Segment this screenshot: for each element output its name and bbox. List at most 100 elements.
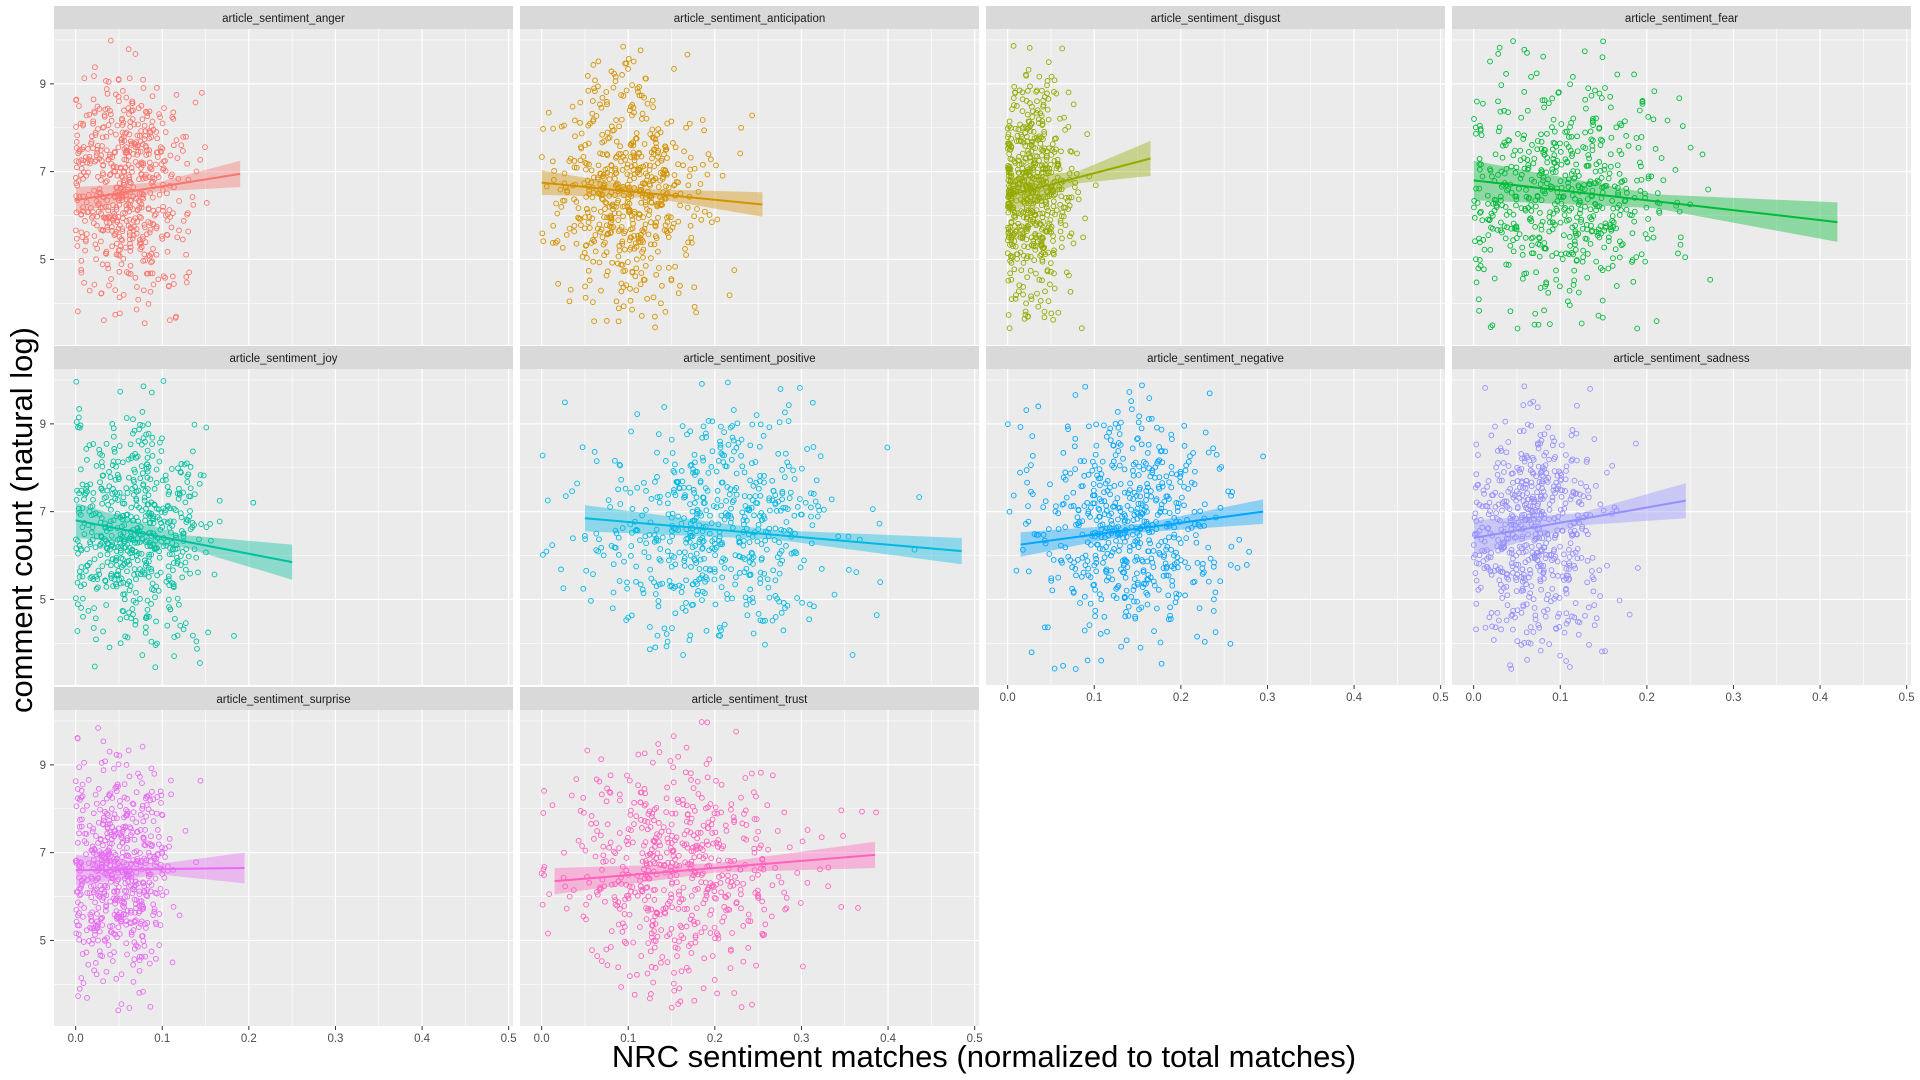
- scatter-point: [115, 197, 122, 204]
- scatter-point: [627, 234, 634, 241]
- scatter-point: [1053, 90, 1060, 97]
- scatter-point: [82, 247, 88, 254]
- scatter-point: [118, 185, 124, 192]
- scatter-point: [112, 194, 118, 201]
- scatter-point: [91, 187, 97, 194]
- scatter-point: [78, 229, 85, 236]
- scatter-point: [1057, 228, 1064, 235]
- scatter-point: [613, 298, 620, 305]
- scatter-point: [559, 244, 566, 251]
- scatter-point: [1036, 157, 1042, 164]
- scatter-point: [627, 154, 634, 160]
- scatter-point: [142, 142, 149, 149]
- scatter-point: [1038, 198, 1045, 204]
- scatter-point: [123, 94, 130, 101]
- scatter-point: [599, 234, 606, 241]
- scatter-point: [1051, 149, 1058, 155]
- scatter-point: [1014, 184, 1021, 191]
- scatter-point: [687, 222, 694, 229]
- scatter-point: [1033, 222, 1039, 229]
- scatter-point: [1032, 212, 1039, 219]
- scatter-point: [1019, 165, 1026, 171]
- scatter-point: [104, 197, 110, 204]
- scatter-point: [633, 135, 640, 142]
- scatter-point: [1044, 106, 1051, 113]
- scatter-point: [104, 224, 111, 231]
- scatter-point: [167, 152, 174, 159]
- scatter-point: [91, 233, 98, 239]
- scatter-point: [116, 294, 123, 301]
- scatter-point: [647, 131, 654, 137]
- scatter-point: [665, 184, 672, 191]
- scatter-point: [136, 241, 143, 247]
- scatter-point: [116, 98, 122, 105]
- scatter-point: [571, 222, 578, 229]
- scatter-point: [655, 200, 662, 207]
- scatter-point: [671, 182, 677, 189]
- scatter-point: [1008, 135, 1014, 142]
- scatter-point: [585, 219, 592, 226]
- scatter-point: [1028, 293, 1034, 300]
- scatter-point: [90, 96, 97, 103]
- scatter-point: [130, 227, 137, 234]
- scatter-point: [146, 135, 153, 142]
- scatter-point: [141, 122, 148, 129]
- scatter-point: [662, 222, 669, 229]
- scatter-point: [1048, 169, 1055, 176]
- y-tick-label: 5: [40, 254, 46, 266]
- scatter-point: [682, 246, 688, 252]
- scatter-point: [160, 187, 166, 193]
- scatter-point: [597, 228, 603, 235]
- scatter-point: [1039, 152, 1045, 159]
- scatter-point: [119, 228, 126, 235]
- scatter-point: [608, 216, 615, 223]
- scatter-point: [78, 267, 85, 273]
- scatter-point: [549, 240, 556, 246]
- scatter-point: [183, 279, 190, 286]
- scatter-point: [585, 87, 592, 94]
- scatter-point: [652, 136, 659, 143]
- scatter-point: [142, 175, 149, 182]
- scatter-point: [583, 193, 590, 200]
- scatter-point: [119, 88, 126, 94]
- scatter-point: [1006, 173, 1012, 179]
- scatter-point: [592, 232, 599, 238]
- scatter-point: [78, 269, 85, 276]
- scatter-point: [642, 221, 649, 228]
- scatter-point: [1005, 131, 1012, 138]
- scatter-point: [1012, 89, 1018, 96]
- facet-strip-label: article_sentiment_sadness: [1613, 353, 1749, 365]
- scatter-point: [1030, 200, 1037, 207]
- scatter-point: [1060, 204, 1067, 211]
- scatter-point: [123, 129, 130, 136]
- scatter-point: [1048, 310, 1055, 317]
- scatter-point: [577, 157, 584, 164]
- scatter-point: [146, 229, 153, 236]
- scatter-point: [1049, 141, 1056, 147]
- scatter-point: [107, 37, 114, 44]
- y-tick-label: 7: [40, 167, 46, 179]
- regression-line: [541, 181, 763, 206]
- scatter-point: [639, 180, 646, 187]
- scatter-point: [627, 103, 634, 110]
- scatter-point: [116, 268, 123, 275]
- scatter-point: [95, 173, 101, 180]
- scatter-point: [150, 221, 156, 227]
- scatter-point: [90, 213, 96, 219]
- scatter-point: [655, 248, 661, 255]
- scatter-point: [1028, 200, 1034, 207]
- scatter-point: [564, 187, 570, 194]
- facet-strip-label: article_sentiment_negative: [1147, 353, 1284, 365]
- scatter-points: [1471, 38, 1714, 332]
- scatter-point: [1037, 297, 1044, 304]
- scatter-point: [1036, 220, 1043, 227]
- scatter-point: [1035, 303, 1042, 310]
- scatter-point: [139, 190, 145, 197]
- scatter-point: [199, 89, 205, 96]
- scatter-point: [614, 260, 621, 267]
- scatter-point: [1006, 325, 1013, 332]
- scatter-point: [658, 157, 665, 164]
- scatter-point: [619, 262, 626, 268]
- scatter-point: [664, 214, 670, 221]
